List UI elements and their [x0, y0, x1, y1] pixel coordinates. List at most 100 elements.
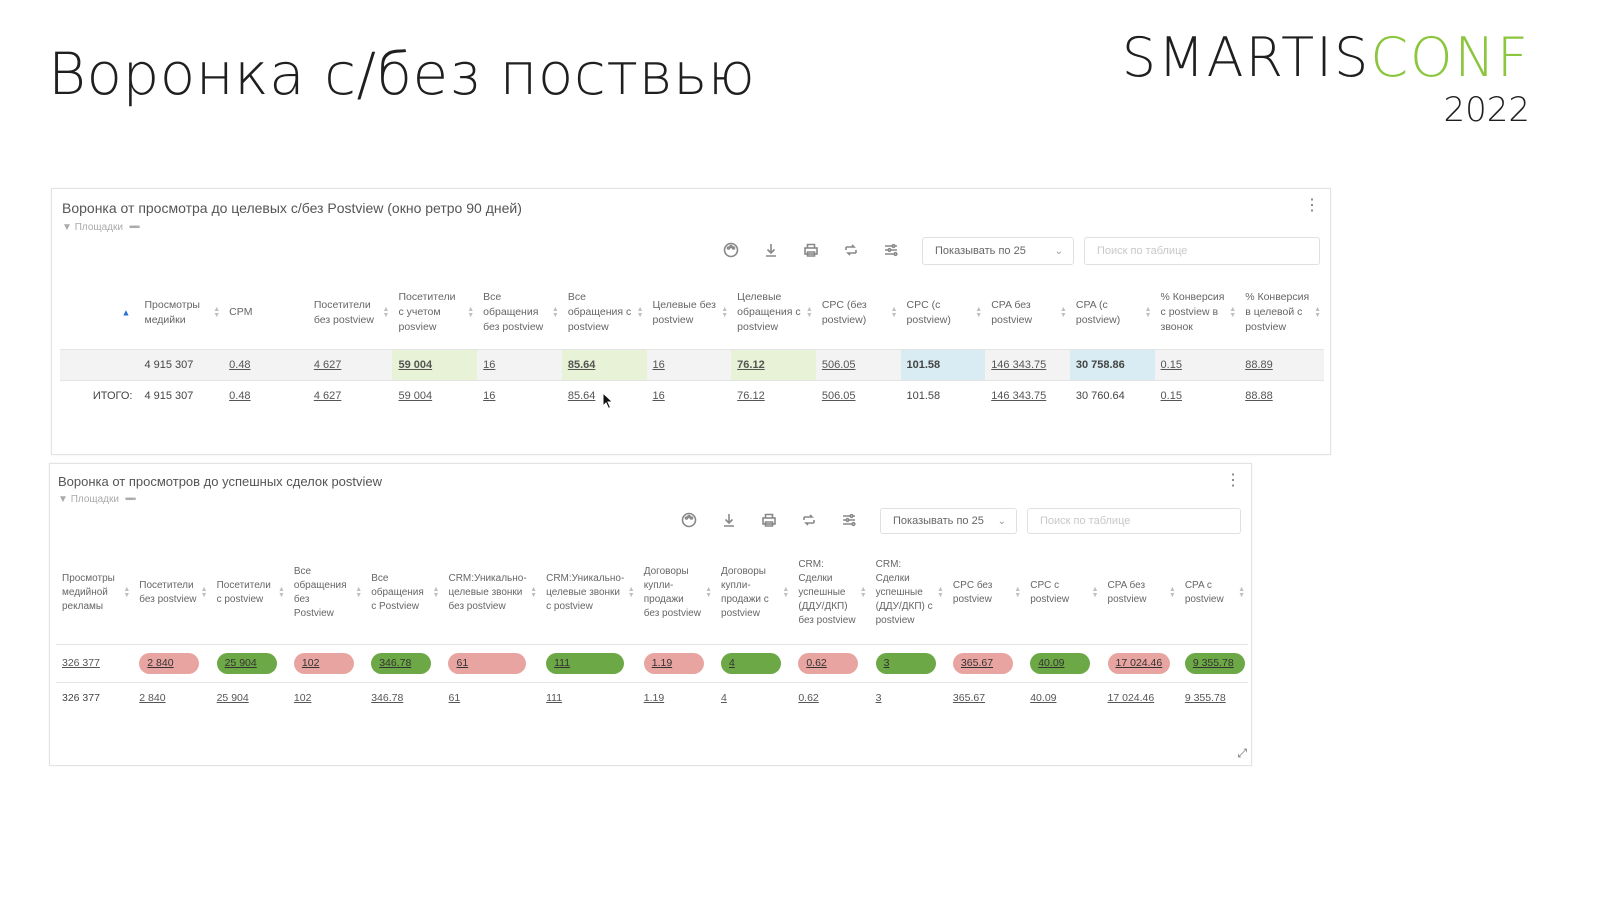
table-cell[interactable]: 40.09: [1024, 643, 1102, 683]
table-cell[interactable]: 2 840: [133, 643, 211, 683]
table-cell[interactable]: 111: [546, 692, 563, 705]
table-cell[interactable]: 9 355.78: [1178, 643, 1248, 683]
table-cell[interactable]: 61: [442, 643, 541, 683]
table-cell[interactable]: 102: [293, 692, 312, 705]
column-header[interactable]: CRM: Сделки успешные (ДДУ/ДКП) без postv…: [798, 558, 867, 626]
table-cell[interactable]: 59 004: [398, 389, 433, 402]
column-header[interactable]: CPC с postview ▲ ▼: [1030, 579, 1099, 605]
table-cell[interactable]: 4: [721, 692, 727, 705]
print-icon[interactable]: [802, 242, 820, 260]
column-header[interactable]: CPA без postview ▲ ▼: [991, 298, 1067, 326]
table-cell[interactable]: 0.15: [1160, 389, 1182, 402]
column-header[interactable]: CRM: Сделки успешные (ДДУ/ДКП) с postvie…: [875, 558, 944, 626]
sort-icon[interactable]: ▲ ▼: [355, 585, 363, 599]
sort-icon[interactable]: ▲ ▼: [200, 585, 208, 599]
column-header[interactable]: % Конверсия в целевой с postview ▲ ▼: [1245, 291, 1321, 334]
sort-icon[interactable]: ▲ ▼: [859, 585, 867, 599]
column-header[interactable]: CPC без postview ▲ ▼: [952, 579, 1022, 605]
sort-icon[interactable]: ▲ ▼: [1059, 305, 1067, 319]
table-cell[interactable]: 76.12: [737, 389, 765, 402]
table-cell[interactable]: 59 004: [392, 348, 478, 381]
column-header[interactable]: ▲: [60, 277, 138, 349]
column-header[interactable]: Целевые без postview ▲ ▼: [652, 298, 729, 326]
refresh-icon[interactable]: [800, 512, 818, 530]
sort-icon[interactable]: ▲ ▼: [1014, 585, 1022, 599]
sort-icon[interactable]: ▲ ▼: [123, 585, 131, 599]
sort-icon[interactable]: ▲ ▼: [1168, 585, 1176, 599]
column-header[interactable]: CPC (без postview) ▲ ▼: [821, 298, 898, 326]
palette-icon[interactable]: [680, 512, 698, 530]
column-header[interactable]: CPA без postview ▲ ▼: [1107, 579, 1176, 605]
table-cell[interactable]: 146 343.75: [991, 389, 1047, 402]
table-search-input[interactable]: [1084, 237, 1320, 265]
table-cell[interactable]: 4 627: [313, 389, 342, 402]
sort-icon[interactable]: ▲ ▼: [936, 585, 944, 599]
table-cell[interactable]: 1.19: [643, 692, 665, 705]
table-cell[interactable]: 40.09: [1030, 692, 1057, 705]
page-size-select[interactable]: Показывать по 25 ⌄: [880, 508, 1017, 534]
table-cell[interactable]: 111: [540, 643, 638, 683]
sort-icon[interactable]: ▲ ▼: [1144, 305, 1152, 319]
sort-icon[interactable]: ▲ ▼: [1238, 585, 1245, 599]
columns-settings-icon[interactable]: [840, 512, 858, 530]
table-cell[interactable]: 16: [646, 348, 732, 381]
sort-icon[interactable]: ▲ ▼: [432, 585, 440, 599]
table-cell[interactable]: 17 024.46: [1101, 643, 1179, 683]
table-search-input[interactable]: [1027, 508, 1241, 534]
table-cell[interactable]: 76.12: [731, 348, 816, 381]
sort-icon[interactable]: ▲ ▼: [805, 305, 813, 319]
sort-icon[interactable]: ▲ ▼: [636, 305, 644, 319]
more-menu-icon[interactable]: ⋮: [1304, 197, 1320, 214]
column-header[interactable]: CRM:Уникально-целевые звонки с postview ▲…: [546, 572, 635, 612]
page-size-select[interactable]: Показывать по 25 ⌄: [922, 237, 1074, 265]
palette-icon[interactable]: [722, 242, 740, 260]
column-header[interactable]: Все обращения с Postview ▲ ▼: [371, 572, 440, 612]
table-cell[interactable]: 365.67: [952, 692, 986, 705]
column-header[interactable]: Посетители с учетом posview ▲ ▼: [398, 291, 475, 334]
sort-icon[interactable]: ▲ ▼: [627, 585, 635, 599]
sort-icon[interactable]: ▲ ▼: [277, 585, 285, 599]
table-cell[interactable]: 506.05: [821, 389, 856, 402]
table-cell[interactable]: 88.88: [1245, 389, 1273, 402]
sort-icon[interactable]: ▲ ▼: [705, 585, 713, 599]
column-header[interactable]: CPC (с postview) ▲ ▼: [906, 298, 983, 326]
column-header[interactable]: Посетители без postview ▲ ▼: [139, 579, 208, 605]
sort-icon[interactable]: ▲ ▼: [530, 585, 538, 599]
column-header[interactable]: Договоры купли-продажи без postview ▲ ▼: [643, 565, 713, 619]
table-cell[interactable]: 2 840: [139, 692, 166, 705]
sort-icon[interactable]: ▲ ▼: [1314, 305, 1321, 319]
filter-platforms[interactable]: ▼ Площадки ▪▪▪▪: [62, 222, 140, 233]
column-header[interactable]: Все обращения без Postview ▲ ▼: [293, 565, 363, 619]
column-header[interactable]: Просмотры медийной рекламы ▲ ▼: [62, 572, 131, 612]
column-header[interactable]: Договоры купли-продажи с postview ▲ ▼: [721, 565, 790, 619]
column-header[interactable]: Все обращения без postview ▲ ▼: [483, 291, 559, 334]
column-header[interactable]: CRM:Уникально-целевые звонки без postvie…: [448, 572, 538, 612]
table-cell[interactable]: 88.89: [1239, 348, 1324, 381]
table-cell[interactable]: 0.48: [223, 348, 308, 381]
table-cell[interactable]: 16: [483, 389, 496, 402]
table-cell[interactable]: 25 904: [210, 643, 288, 683]
sort-icon[interactable]: ▲ ▼: [782, 585, 790, 599]
download-icon[interactable]: [720, 512, 738, 530]
column-header[interactable]: CPA с postview ▲ ▼: [1184, 579, 1245, 605]
table-cell[interactable]: 365.67: [946, 643, 1025, 683]
more-menu-icon[interactable]: ⋮: [1225, 472, 1241, 489]
column-header[interactable]: Все обращения с postview ▲ ▼: [567, 291, 644, 334]
sort-icon[interactable]: ▲ ▼: [382, 305, 390, 319]
table-cell[interactable]: 16: [477, 348, 562, 381]
table-cell[interactable]: 506.05: [815, 348, 901, 381]
table-cell[interactable]: 3: [875, 692, 882, 705]
column-header[interactable]: CPM: [229, 306, 253, 319]
refresh-icon[interactable]: [842, 242, 860, 260]
table-cell[interactable]: 85.64: [561, 348, 647, 381]
sort-icon[interactable]: ▲ ▼: [890, 305, 898, 319]
column-header[interactable]: Посетители без postview ▲ ▼: [313, 298, 390, 326]
table-cell[interactable]: 0.62: [792, 643, 870, 683]
table-cell[interactable]: 0.62: [798, 692, 819, 705]
table-cell[interactable]: 85.64: [567, 389, 596, 402]
column-header[interactable]: Просмотры медийки ▲ ▼: [144, 298, 221, 326]
sort-asc-icon[interactable]: ▲: [121, 307, 131, 318]
sort-icon[interactable]: ▲ ▼: [721, 305, 729, 319]
table-cell[interactable]: 102: [287, 643, 366, 683]
table-cell[interactable]: 1.19: [637, 643, 716, 683]
